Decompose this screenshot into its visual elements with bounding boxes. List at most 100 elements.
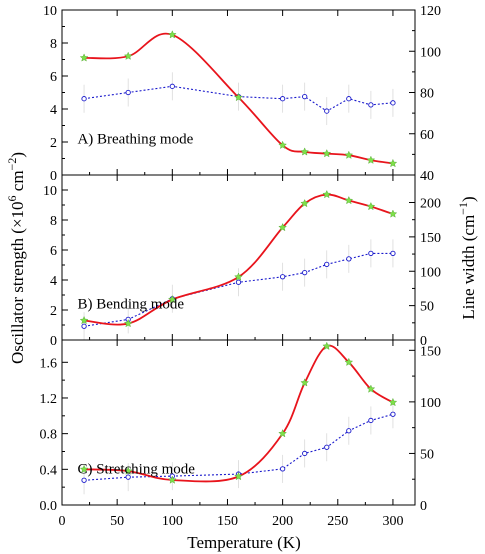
width-point [302,93,308,100]
width-point [368,417,374,424]
strength-point [123,51,133,60]
width-point [302,450,308,457]
x-tick-label: 0 [59,514,66,529]
strength-point [79,464,89,474]
y-left-tick-label: 4 [50,103,57,118]
y-right-tick-label: 60 [420,128,434,143]
y-left-unit: cm [8,170,27,195]
y-left-tick-label: 0.4 [40,463,58,478]
panels-layer: A) Breathing mode B) Bending mode C) Stret… [77,30,398,495]
y-right-tick-label: 50 [420,300,434,315]
x-tick-label: 300 [382,514,403,529]
y-left-tick-label: 2 [50,304,57,319]
y-left-sup: 6 [5,195,19,201]
width-point [169,83,175,89]
x-tick-label: 200 [272,514,293,529]
strength-point [366,155,376,164]
y-left-tick-label: 8 [50,214,57,229]
y-right-tick-label: 150 [420,231,441,246]
width-point [125,474,131,480]
y-left-close: ) [8,152,27,158]
width-point [324,444,330,450]
y-right-tick-label: 200 [420,197,441,212]
y-axis-label-right: Line width (cm−1) [456,196,478,319]
width-point [279,96,286,102]
width-point [302,269,308,276]
panel-frame [61,174,416,341]
y-left-unit-sup: −2 [5,158,19,171]
width-point [390,411,396,417]
y-right-close: ) [459,196,478,202]
panel-label: A) Breathing mode [77,132,193,148]
width-point [81,96,87,102]
strength-point [344,195,354,205]
y-right-tick-label: 100 [420,265,441,280]
x-tick-label: 100 [162,514,183,529]
y-right-tick-label: 40 [420,169,434,184]
strength-point [168,475,177,484]
y-right-tick-label: 100 [420,45,441,60]
width-point [324,261,330,268]
strength-line [84,32,394,165]
strength-line [84,344,394,483]
width-line [84,413,394,481]
strength-point [123,466,133,475]
width-point [279,466,286,472]
y-left-tick-label: 6 [50,244,57,259]
y-right-sup: −1 [456,202,470,215]
strength-point [278,222,287,232]
y-axis-label-left: Oscillator strength (×106 cm−2) [5,152,27,364]
strength-point [344,150,354,159]
width-point [346,96,352,102]
y-left-tick-label: 1.6 [40,356,58,371]
y-left-tick-label: 10 [43,184,57,199]
strength-point [388,397,398,407]
strength-point [300,198,309,208]
width-point [368,250,374,257]
width-point [81,477,87,483]
strength-point [234,472,243,481]
y-left-tick-label: 0.8 [40,428,58,443]
x-axis-label: Temperature (K) [187,533,301,552]
width-point [390,100,396,106]
strength-point [79,53,89,62]
strength-point [366,384,376,393]
y-right-tick-label: 120 [420,4,441,19]
strength-point [168,294,177,304]
width-point [368,102,374,108]
y-right-tick-label: 50 [420,447,434,462]
y-left-tick-label: 0 [50,169,57,184]
strength-point [388,209,398,218]
strength-point [168,30,177,39]
panel-label: B) Bending mode [77,297,184,313]
strength-line [84,193,394,326]
y-right-main: Line width (cm [459,215,478,320]
strength-point [278,429,287,438]
width-point [81,323,87,329]
strength-point [322,149,332,158]
y-right-tick-label: 0 [420,499,427,514]
x-tick-label: 50 [110,514,124,529]
y-left-tick-label: 1.2 [40,392,58,407]
y-right-tick-label: 100 [420,396,441,411]
y-left-tick-label: 0.0 [40,499,58,514]
strength-point [123,318,133,328]
strength-point [388,158,398,168]
y-left-tick-label: 0 [50,334,57,349]
x-tick-label: 250 [327,514,348,529]
y-left-main: Oscillator strength (×10 [8,201,27,364]
panel-label: C) Stretching mode [77,462,195,478]
strength-point [300,378,309,387]
y-right-tick-label: 0 [420,334,427,349]
x-tick-label: 150 [217,514,238,529]
axes-layer: 024681040608010012002468100501001502000.… [40,4,442,529]
y-left-tick-label: 4 [50,274,57,289]
panel-2: B) Bending mode [77,189,398,341]
width-point [324,108,330,114]
width-point [235,279,242,285]
strength-point [300,147,309,156]
y-right-tick-label: 80 [420,87,434,102]
width-point [390,250,396,257]
strength-point [278,140,287,149]
